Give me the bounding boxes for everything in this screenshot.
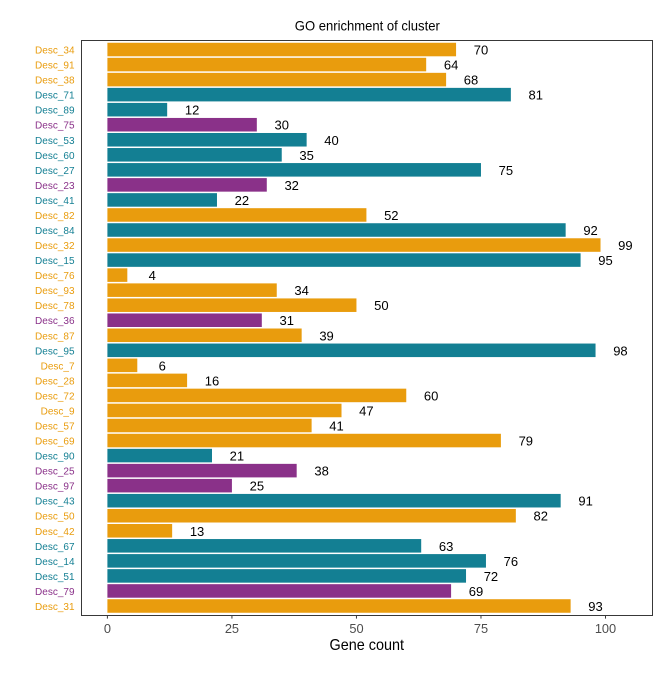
svg-text:6: 6: [159, 358, 166, 373]
svg-text:99: 99: [618, 238, 632, 253]
svg-text:Desc_69: Desc_69: [35, 437, 75, 448]
svg-text:Desc_27: Desc_27: [35, 166, 75, 177]
svg-text:Desc_97: Desc_97: [35, 482, 75, 493]
svg-text:Desc_34: Desc_34: [35, 46, 75, 57]
svg-text:31: 31: [279, 313, 293, 328]
svg-text:13: 13: [190, 524, 204, 539]
svg-text:95: 95: [598, 253, 612, 268]
svg-text:93: 93: [588, 599, 602, 614]
svg-text:60: 60: [424, 388, 438, 403]
svg-text:32: 32: [284, 178, 298, 193]
svg-text:Desc_23: Desc_23: [35, 181, 75, 192]
svg-text:76: 76: [504, 554, 518, 569]
svg-text:34: 34: [294, 283, 308, 298]
svg-text:92: 92: [583, 223, 597, 238]
svg-text:Desc_90: Desc_90: [35, 452, 75, 463]
svg-text:75: 75: [499, 163, 513, 178]
svg-text:Desc_36: Desc_36: [35, 316, 75, 327]
svg-text:Desc_15: Desc_15: [35, 256, 75, 267]
svg-text:Desc_95: Desc_95: [35, 346, 75, 357]
svg-text:Desc_9: Desc_9: [41, 406, 75, 417]
svg-text:Desc_89: Desc_89: [35, 106, 75, 117]
svg-text:30: 30: [275, 118, 289, 133]
svg-text:38: 38: [314, 464, 328, 479]
svg-text:100: 100: [595, 621, 616, 636]
svg-text:39: 39: [319, 328, 333, 343]
svg-text:70: 70: [474, 43, 488, 58]
svg-text:Desc_32: Desc_32: [35, 241, 75, 252]
svg-text:98: 98: [613, 343, 627, 358]
svg-text:Desc_60: Desc_60: [35, 151, 75, 162]
svg-text:Desc_28: Desc_28: [35, 376, 75, 387]
svg-text:Gene count: Gene count: [330, 637, 405, 654]
svg-text:Desc_84: Desc_84: [35, 226, 75, 237]
svg-text:91: 91: [578, 494, 592, 509]
svg-text:Desc_53: Desc_53: [35, 136, 75, 147]
svg-text:Desc_79: Desc_79: [35, 587, 75, 598]
svg-text:Desc_42: Desc_42: [35, 527, 75, 538]
svg-text:40: 40: [324, 133, 338, 148]
svg-text:Desc_67: Desc_67: [35, 542, 75, 553]
svg-text:Desc_72: Desc_72: [35, 391, 75, 402]
svg-text:75: 75: [474, 621, 488, 636]
svg-text:25: 25: [225, 621, 239, 636]
svg-text:Desc_87: Desc_87: [35, 331, 75, 342]
svg-text:Desc_31: Desc_31: [35, 602, 75, 613]
svg-text:GO enrichment of cluster: GO enrichment of cluster: [295, 18, 440, 34]
svg-text:52: 52: [384, 208, 398, 223]
svg-text:21: 21: [230, 449, 244, 464]
svg-text:12: 12: [185, 103, 199, 118]
svg-text:35: 35: [299, 148, 313, 163]
svg-text:22: 22: [235, 193, 249, 208]
svg-text:0: 0: [104, 621, 111, 636]
svg-text:Desc_82: Desc_82: [35, 211, 75, 222]
svg-text:Desc_50: Desc_50: [35, 512, 75, 523]
svg-text:79: 79: [519, 434, 533, 449]
svg-text:Desc_91: Desc_91: [35, 61, 75, 72]
svg-text:82: 82: [534, 509, 548, 524]
svg-text:Desc_71: Desc_71: [35, 91, 75, 102]
svg-text:Desc_78: Desc_78: [35, 301, 75, 312]
svg-text:69: 69: [469, 584, 483, 599]
svg-text:Desc_7: Desc_7: [41, 361, 75, 372]
svg-text:Desc_76: Desc_76: [35, 271, 75, 282]
svg-text:47: 47: [359, 403, 373, 418]
svg-text:81: 81: [529, 88, 543, 103]
svg-text:Desc_14: Desc_14: [35, 557, 75, 568]
svg-text:Desc_51: Desc_51: [35, 572, 75, 583]
svg-text:Desc_25: Desc_25: [35, 467, 75, 478]
svg-text:68: 68: [464, 73, 478, 88]
svg-text:50: 50: [349, 621, 363, 636]
svg-text:41: 41: [329, 419, 343, 434]
svg-text:Desc_43: Desc_43: [35, 497, 75, 508]
svg-text:25: 25: [250, 479, 264, 494]
svg-text:4: 4: [149, 268, 156, 283]
svg-text:Desc_38: Desc_38: [35, 76, 75, 87]
svg-text:16: 16: [205, 373, 219, 388]
svg-text:63: 63: [439, 539, 453, 554]
svg-text:Desc_93: Desc_93: [35, 286, 75, 297]
svg-text:Desc_41: Desc_41: [35, 196, 75, 207]
svg-text:Desc_75: Desc_75: [35, 121, 75, 132]
svg-text:72: 72: [484, 569, 498, 584]
svg-text:50: 50: [374, 298, 388, 313]
svg-text:64: 64: [444, 58, 458, 73]
svg-text:Desc_57: Desc_57: [35, 422, 75, 433]
